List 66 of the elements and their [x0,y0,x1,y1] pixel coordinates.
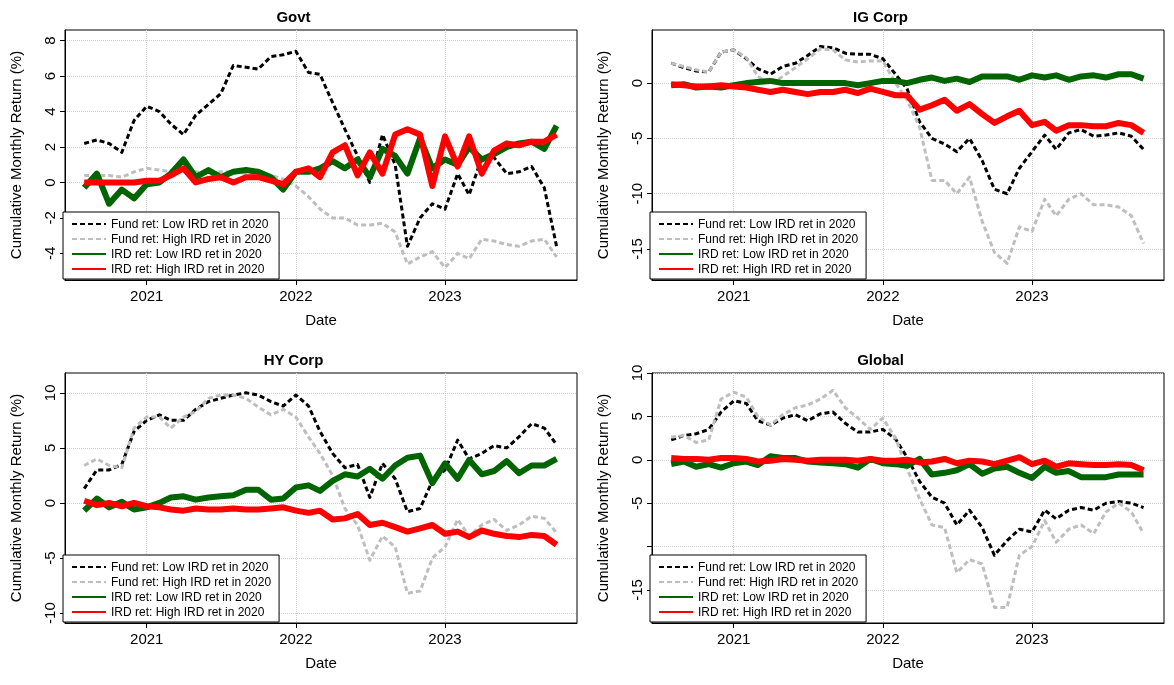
x-tick-label: 2021 [717,629,751,647]
x-tick-label: 2021 [717,287,751,304]
y-axis-title: Cumulative Monthly Return (%) [7,50,24,260]
legend-label: Fund ret: Low IRD ret in 2020 [111,217,269,231]
x-tick-label: 2022 [279,629,313,647]
x-axis-title: Date [892,653,924,671]
x-axis-title: Date [892,311,924,328]
legend-label: IRD ret: High IRD ret in 2020 [698,262,852,276]
x-axis-title: Date [305,653,337,671]
x-tick-label: 2022 [866,287,900,304]
x-tick-label: 2021 [130,629,164,647]
y-tick-label: -15 [628,238,645,260]
y-tick-label: -5 [628,496,645,510]
y-tick-label: 2 [41,142,58,152]
y-tick-label: -2 [41,211,58,225]
x-tick-label: 2021 [130,287,164,304]
legend-label: Fund ret: High IRD ret in 2020 [698,232,859,246]
legend-label: IRD ret: Low IRD ret in 2020 [698,247,850,261]
chart-title: HY Corp [263,350,324,368]
y-tick-label: -4 [41,246,58,261]
x-tick-label: 2023 [428,629,462,647]
y-tick-label: 0 [628,455,645,464]
x-tick-label: 2022 [866,629,900,647]
line-series [82,390,559,513]
y-axis-title: Cumulative Monthly Return (%) [594,50,611,260]
chart-title: IG Corp [853,8,908,25]
y-tick-label: -10 [628,182,645,205]
x-tick-label: 2023 [428,287,462,304]
line-series [82,49,559,248]
chart-title: Global [857,350,904,368]
legend-label: IRD ret: Low IRD ret in 2020 [698,589,850,604]
legend-label: IRD ret: High IRD ret in 2020 [111,604,265,619]
legend-label: IRD ret: Low IRD ret in 2020 [111,247,263,261]
legend-label: Fund ret: Low IRD ret in 2020 [698,559,856,574]
legend-label: IRD ret: High IRD ret in 2020 [698,604,852,619]
legend-label: Fund ret: Low IRD ret in 2020 [111,559,269,574]
legend-label: Fund ret: High IRD ret in 2020 [698,574,859,589]
legend-label: IRD ret: Low IRD ret in 2020 [111,589,263,604]
y-tick-label: 10 [41,383,58,401]
legend-label: Fund ret: High IRD ret in 2020 [111,232,272,246]
line-series [669,47,1146,265]
legend-label: IRD ret: High IRD ret in 2020 [111,262,265,276]
y-tick-label: -10 [41,601,58,624]
y-tick-label: 0 [628,78,645,88]
line-series [669,398,1146,557]
y-tick-label: -5 [41,550,58,565]
x-tick-label: 2023 [1015,287,1049,304]
y-tick-label: 0 [41,178,58,187]
y-tick-label: 6 [41,71,58,81]
y-tick-label: 10 [628,364,645,381]
x-tick-label: 2022 [279,287,313,304]
y-tick-label: 4 [41,107,58,116]
x-tick-label: 2023 [1015,629,1049,647]
line-series [669,388,1146,609]
y-tick-label: 8 [41,36,58,45]
y-tick-label: 0 [41,498,58,507]
x-axis-title: Date [305,311,337,328]
y-axis-title: Cumulative Monthly Return (%) [7,393,24,602]
legend-label: Fund ret: High IRD ret in 2020 [111,574,272,589]
y-axis-title: Cumulative Monthly Return (%) [594,393,611,602]
legend-label: Fund ret: Low IRD ret in 2020 [698,217,856,231]
y-tick-label: 5 [41,443,58,452]
y-tick-label: 5 [628,411,645,421]
y-tick-label: -15 [628,578,645,601]
y-tick-label: -5 [628,131,645,146]
chart-title: Govt [276,8,311,25]
